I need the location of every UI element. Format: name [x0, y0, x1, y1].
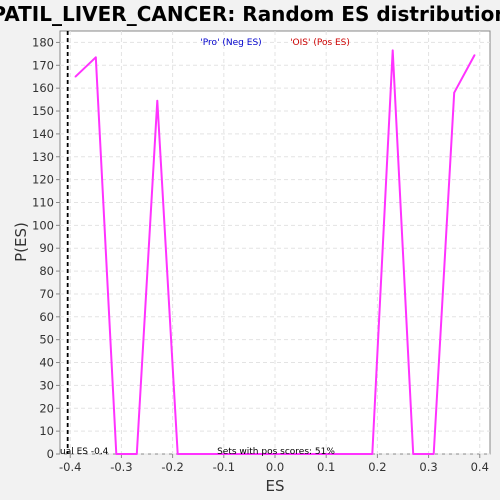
- x-tick-label: -0.1: [213, 460, 235, 474]
- x-tick-label: -0.4: [59, 460, 81, 474]
- data-point: [135, 453, 138, 455]
- x-tick-label: 0.2: [368, 460, 386, 474]
- x-tick-label: -0.2: [161, 460, 183, 474]
- y-tick-label: 90: [39, 241, 54, 255]
- data-point: [432, 453, 435, 455]
- legend-entry-pos-es: 'OIS' (Pos ES): [290, 38, 350, 48]
- actual-es-label: ual ES -0.4: [60, 447, 109, 457]
- x-axis: -0.4 -0.3 -0.2 -0.1 0.0 0.1 0.2 0.3 0.4: [59, 454, 489, 474]
- x-tick-label: 0.1: [317, 460, 335, 474]
- y-tick-label: 10: [39, 424, 54, 438]
- y-tick-label: 80: [39, 264, 54, 278]
- y-tick-label: 140: [32, 127, 54, 141]
- y-tick-label: 40: [39, 356, 54, 370]
- x-axis-title: ES: [266, 477, 285, 495]
- data-point: [412, 453, 415, 455]
- y-tick-label: 50: [39, 333, 54, 347]
- y-tick-label: 100: [32, 218, 54, 232]
- y-tick-label: 170: [32, 58, 54, 72]
- x-tick-label: -0.3: [110, 460, 132, 474]
- y-tick-label: 180: [32, 35, 54, 49]
- y-tick-label: 110: [32, 195, 54, 209]
- data-point: [115, 453, 118, 455]
- chart-title: PATIL_LIVER_CANCER: Random ES distributi…: [0, 2, 500, 26]
- pos-scores-annotation: Sets with pos scores: 51%: [217, 447, 335, 457]
- y-tick-label: 70: [39, 287, 54, 301]
- x-tick-label: 0.3: [419, 460, 437, 474]
- data-point: [473, 54, 476, 56]
- series-line: [74, 49, 476, 455]
- data-point: [156, 99, 159, 102]
- data-point: [95, 56, 97, 59]
- y-axis-title: P(ES): [12, 222, 30, 262]
- data-point: [391, 49, 394, 52]
- y-tick-label: 60: [39, 310, 54, 324]
- y-tick-label: 160: [32, 81, 54, 95]
- legend-entry-neg-es: 'Pro' (Neg ES): [200, 38, 261, 48]
- y-tick-label: 150: [32, 104, 54, 118]
- y-tick-label: 130: [32, 150, 54, 164]
- gridlines: [60, 31, 490, 455]
- data-point: [176, 453, 179, 455]
- data-point: [74, 75, 77, 78]
- x-tick-label: 0.0: [266, 460, 284, 474]
- data-point: [371, 453, 374, 455]
- series-layer: [74, 49, 476, 455]
- y-tick-label: 20: [39, 401, 54, 415]
- y-tick-label: 0: [47, 447, 54, 461]
- y-tick-label: 120: [32, 173, 54, 187]
- y-tick-label: 30: [39, 378, 54, 392]
- data-point: [453, 91, 455, 94]
- x-tick-label: 0.4: [471, 460, 489, 474]
- y-axis: 0 10 20 30 40 50 60 70 80 90 100 110 120 130 140 150 160…: [32, 35, 60, 461]
